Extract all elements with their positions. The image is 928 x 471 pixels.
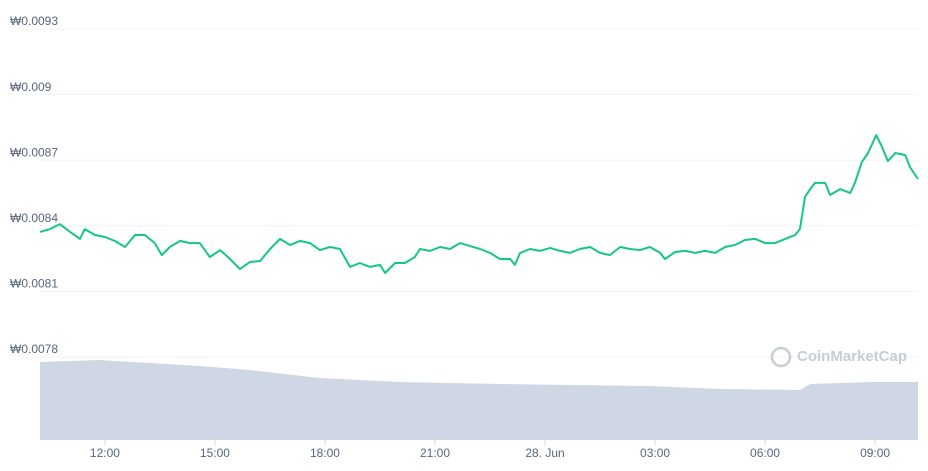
x-tick-label: 15:00: [200, 446, 230, 460]
y-tick-label: ₩0.0084: [10, 211, 58, 225]
y-tick-label: ₩0.0087: [10, 145, 58, 159]
watermark-logo: [770, 346, 792, 368]
x-tick-label: 12:00: [90, 446, 120, 460]
volume-area: [40, 360, 918, 440]
y-tick-label: ₩0.0093: [10, 14, 58, 28]
x-tick-label: 28. Jun: [525, 446, 564, 460]
x-tick-label: 06:00: [750, 446, 780, 460]
x-tick-label: 03:00: [640, 446, 670, 460]
plot: ₩0.0078 ₩0.0081 ₩0.0084 ₩0.0087 ₩0.009 ₩0.009…: [10, 14, 919, 460]
x-tick-label: 18:00: [310, 446, 340, 460]
y-tick-label: ₩0.009: [10, 80, 52, 94]
y-tick-label: ₩0.0078: [10, 342, 58, 356]
y-tick-label: ₩0.0081: [10, 277, 58, 291]
x-tick-label: 21:00: [420, 446, 450, 460]
price-line: [39, 134, 919, 274]
watermark: CoinMarketCap: [797, 348, 907, 365]
x-tick-label: 09:00: [860, 446, 890, 460]
